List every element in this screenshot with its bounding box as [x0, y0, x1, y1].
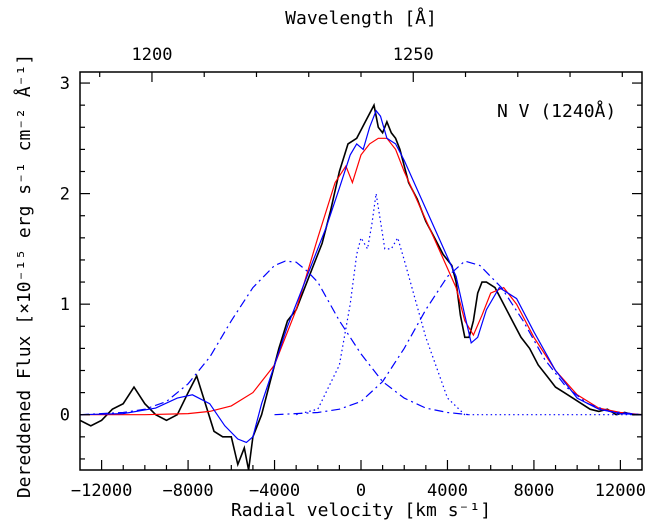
x-tick-label: 12000	[595, 481, 646, 501]
y-axis-title: Dereddened Flux [×10⁻¹⁵ erg s⁻¹ cm⁻² Å⁻¹…	[13, 54, 35, 498]
series-line-6	[296, 193, 642, 416]
series-line-3	[80, 109, 642, 444]
top-axis-title: Wavelength [Å]	[285, 7, 437, 29]
y-tick-label: 1	[60, 295, 70, 315]
y-tick-label: 2	[60, 185, 70, 205]
line-annotation: N V (1240Å)	[497, 100, 616, 122]
series-line-2	[80, 137, 642, 416]
ticks-layer: −12000 −8000 −4000 0 4000 8000 12000 0 1 2 3 1200 12…	[60, 45, 646, 501]
x-tick-label: 0	[356, 481, 366, 501]
x-tick-label: −12000	[71, 481, 132, 501]
series-layer	[80, 102, 642, 470]
x-tick-label: −8000	[162, 481, 213, 501]
y-tick-label: 0	[60, 406, 70, 426]
series-line-4	[80, 260, 470, 416]
x-axis-title: Radial velocity [km s⁻¹]	[231, 500, 491, 521]
x-tick-label: −4000	[249, 481, 300, 501]
y-tick-label: 3	[60, 74, 70, 94]
x-tick-label: 4000	[427, 481, 468, 501]
series-line-1	[80, 102, 642, 470]
top-tick-label: 1250	[393, 45, 434, 65]
series-line-5	[274, 260, 642, 416]
top-tick-label: 1200	[131, 45, 172, 65]
x-tick-label: 8000	[513, 481, 554, 501]
